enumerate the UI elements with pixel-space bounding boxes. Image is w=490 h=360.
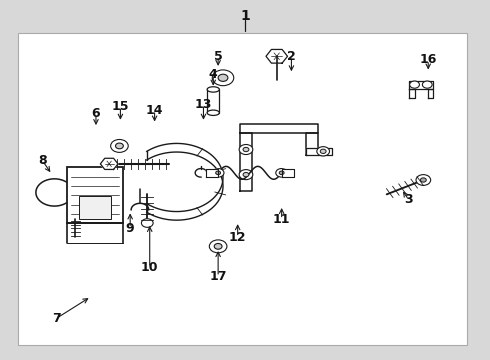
Circle shape: [410, 81, 419, 88]
Text: 7: 7: [52, 311, 61, 325]
Text: 8: 8: [38, 154, 47, 167]
Text: 15: 15: [112, 100, 129, 113]
Circle shape: [317, 147, 330, 156]
Polygon shape: [240, 134, 252, 191]
Text: 17: 17: [209, 270, 227, 283]
Circle shape: [239, 170, 253, 180]
Polygon shape: [409, 89, 415, 98]
Circle shape: [209, 240, 227, 253]
Bar: [67, 167, 123, 223]
Circle shape: [420, 178, 426, 182]
Circle shape: [116, 143, 123, 149]
Circle shape: [279, 171, 284, 175]
Text: 14: 14: [146, 104, 163, 117]
Polygon shape: [100, 158, 118, 170]
Polygon shape: [206, 168, 218, 177]
Circle shape: [243, 147, 249, 152]
Circle shape: [239, 144, 253, 154]
Text: 12: 12: [229, 231, 246, 244]
Polygon shape: [282, 168, 294, 177]
Polygon shape: [240, 125, 318, 134]
Polygon shape: [409, 81, 433, 89]
Circle shape: [212, 70, 234, 86]
Text: 11: 11: [273, 213, 291, 226]
Ellipse shape: [207, 110, 220, 116]
Circle shape: [422, 81, 432, 88]
Ellipse shape: [207, 87, 220, 92]
Polygon shape: [428, 89, 433, 98]
Text: 6: 6: [92, 107, 100, 120]
Circle shape: [214, 243, 222, 249]
Circle shape: [212, 168, 224, 177]
Polygon shape: [306, 148, 332, 155]
Circle shape: [276, 168, 288, 177]
Bar: [79, 196, 111, 220]
Text: 1: 1: [240, 9, 250, 23]
Text: 9: 9: [126, 222, 134, 235]
Polygon shape: [306, 134, 318, 155]
Text: 5: 5: [214, 50, 222, 63]
Text: 2: 2: [287, 50, 296, 63]
Circle shape: [142, 219, 153, 227]
Text: 16: 16: [419, 53, 437, 66]
Polygon shape: [266, 49, 288, 63]
Bar: [207, 89, 220, 113]
Circle shape: [218, 74, 228, 81]
Text: 3: 3: [404, 193, 413, 206]
Circle shape: [243, 172, 249, 177]
Text: 4: 4: [209, 68, 218, 81]
Circle shape: [320, 149, 326, 153]
Text: 13: 13: [195, 98, 212, 111]
Bar: [18, 33, 467, 345]
Circle shape: [416, 175, 431, 185]
Circle shape: [216, 171, 220, 175]
Text: 10: 10: [141, 261, 158, 274]
Circle shape: [111, 139, 128, 152]
